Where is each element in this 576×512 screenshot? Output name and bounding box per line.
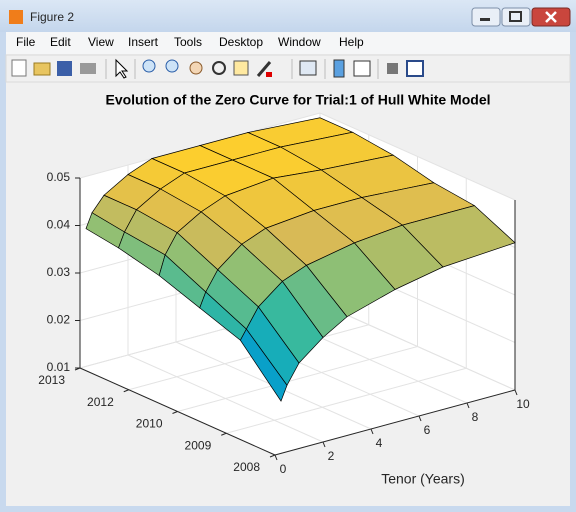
y-tick: [123, 389, 129, 393]
y-tick: [221, 432, 227, 436]
close-icon: [545, 11, 557, 23]
pan-icon[interactable]: [189, 61, 203, 75]
y-tick-label: 2013: [38, 373, 65, 387]
x-axis-label: Tenor (Years): [381, 471, 465, 487]
legend-icon[interactable]: [353, 60, 371, 77]
pointer-icon[interactable]: [115, 58, 129, 79]
z-tick-label: 0.05: [47, 170, 71, 184]
datacursor-icon[interactable]: [233, 60, 249, 76]
x-tick-label: 4: [376, 436, 383, 450]
grid-line: [319, 302, 516, 391]
menu-item[interactable]: Help: [339, 35, 364, 49]
x-tick: [466, 402, 470, 409]
rotate-icon[interactable]: [212, 61, 226, 75]
x-tick: [370, 428, 374, 435]
menu-bar: [6, 32, 570, 54]
menu-item[interactable]: Edit: [50, 35, 71, 49]
x-tick: [322, 441, 326, 448]
grid-line: [319, 112, 516, 201]
minimize-icon: [480, 18, 490, 21]
x-tick-label: 10: [516, 397, 530, 411]
brush-color: [266, 72, 272, 77]
menu-item[interactable]: Desktop: [219, 35, 263, 49]
toolbar: [5, 54, 571, 83]
new-icon[interactable]: [11, 59, 27, 77]
open-icon[interactable]: [33, 62, 51, 76]
toolbar-icons: [11, 58, 424, 79]
show-tools-icon[interactable]: [406, 60, 424, 77]
zoom-out-icon[interactable]: [165, 59, 179, 73]
grid-line: [226, 367, 467, 434]
z-tick-label: 0.03: [47, 265, 71, 279]
x-tick: [418, 415, 422, 422]
menu-item[interactable]: Tools: [174, 35, 202, 49]
menu-item[interactable]: Insert: [128, 35, 159, 49]
colorbar-icon[interactable]: [333, 59, 345, 78]
y-tick-label: 2012: [87, 395, 114, 409]
menu-item[interactable]: View: [88, 35, 114, 49]
y-tick: [269, 454, 276, 458]
axis-line: [274, 389, 516, 456]
menu-items: File Edit View Insert Tools Desktop Window Help: [16, 35, 364, 49]
window-title: Figure 2: [30, 10, 74, 24]
y-tick-label: 2008: [233, 460, 260, 474]
link-icon[interactable]: [299, 60, 317, 76]
app-icon: [9, 10, 23, 24]
menu-item[interactable]: Window: [278, 35, 321, 49]
x-tick-label: 8: [472, 410, 479, 424]
print-icon[interactable]: [80, 63, 96, 74]
y-tick-label: 2010: [136, 417, 163, 431]
menu-item[interactable]: File: [16, 35, 36, 49]
z-tick-label: 0.04: [47, 218, 71, 232]
grid-line: [177, 346, 418, 412]
y-tick: [172, 411, 178, 414]
zoom-in-icon[interactable]: [142, 59, 156, 73]
grid-line: [128, 324, 369, 391]
maximize-button[interactable]: [501, 7, 531, 27]
chart-title: Evolution of the Zero Curve for Trial:1 …: [105, 92, 490, 108]
y-tick-label: 2009: [185, 438, 212, 452]
x-tick-label: 0: [280, 462, 287, 476]
brush-icon[interactable]: [256, 61, 272, 77]
x-tick-label: 2: [328, 449, 335, 463]
x-tick-label: 6: [424, 423, 431, 437]
save-icon[interactable]: [57, 61, 72, 76]
x-tick: [274, 454, 278, 461]
hide-tools-icon[interactable]: [387, 63, 398, 74]
surface-patch: [239, 328, 288, 402]
maximize-icon: [509, 11, 522, 22]
x-tick: [514, 389, 518, 396]
z-tick-label: 0.02: [47, 313, 71, 327]
minimize-button[interactable]: [471, 7, 501, 27]
z-tick-label: 0.01: [47, 360, 71, 374]
